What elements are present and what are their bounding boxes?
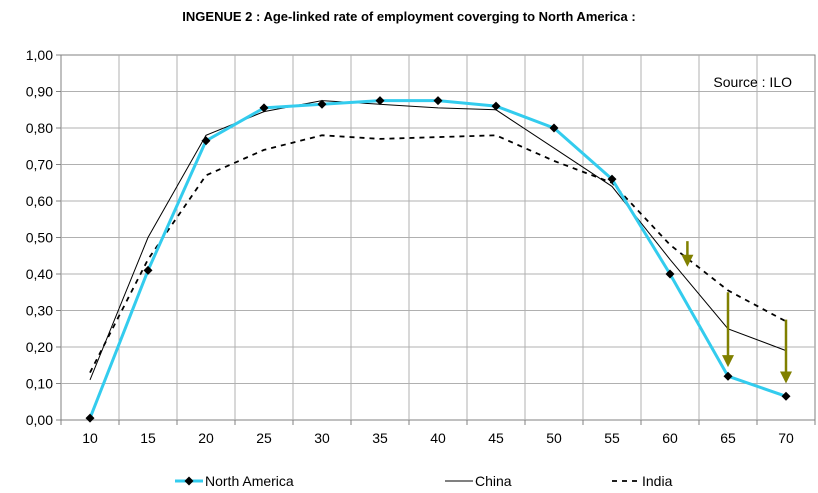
- y-tick-label: 0,30: [26, 303, 53, 319]
- legend: North America China India: [175, 473, 673, 489]
- data-point-north-america: [781, 391, 791, 401]
- y-tick-label: 0,70: [26, 157, 53, 173]
- grid-lines: [56, 54, 816, 425]
- legend-label: North America: [205, 473, 294, 489]
- data-point-north-america: [143, 265, 153, 275]
- source-note: Source : ILO: [713, 74, 792, 90]
- data-point-north-america: [317, 99, 327, 109]
- y-tick-label: 0,80: [26, 120, 53, 136]
- data-point-north-america: [201, 136, 211, 146]
- annotation-arrows: [681, 241, 792, 384]
- x-tick-label: 65: [720, 430, 736, 446]
- y-tick-label: 0,50: [26, 230, 53, 246]
- x-tick-label: 30: [314, 430, 330, 446]
- series-line-china: [89, 100, 787, 381]
- data-point-north-america: [491, 101, 501, 111]
- data-point-north-america: [607, 174, 617, 184]
- series-line-north-america: [88, 99, 787, 419]
- data-point-north-america: [549, 123, 559, 133]
- arrow-head: [722, 355, 734, 368]
- down-arrow: [722, 292, 734, 368]
- down-arrow: [780, 319, 792, 384]
- data-point-north-america: [259, 103, 269, 113]
- y-tick-label: 0,00: [26, 412, 53, 428]
- x-tick-label: 50: [546, 430, 562, 446]
- x-tick-label: 60: [662, 430, 678, 446]
- y-tick-label: 0,10: [26, 376, 53, 392]
- arrow-head: [780, 371, 792, 384]
- data-point-north-america: [433, 96, 443, 106]
- y-tick-label: 0,60: [26, 193, 53, 209]
- legend-item-india: India: [612, 473, 673, 489]
- y-tick-label: 1,00: [26, 47, 53, 63]
- legend-label: India: [642, 473, 673, 489]
- x-tick-label: 20: [198, 430, 214, 446]
- x-tick-label: 15: [140, 430, 156, 446]
- series-line-india: [89, 134, 787, 374]
- y-tick-label: 0,90: [26, 84, 53, 100]
- x-tick-label: 40: [430, 430, 446, 446]
- data-point-north-america: [85, 413, 95, 423]
- x-axis-tick-labels: 10 15 20 25 30 35 40 45 50 55 60 65 70: [82, 430, 794, 446]
- legend-item-north-america: North America: [175, 473, 294, 489]
- chart-title: INGENUE 2 : Age-linked rate of employmen…: [182, 9, 636, 24]
- x-tick-label: 35: [372, 430, 388, 446]
- x-tick-label: 25: [256, 430, 272, 446]
- y-tick-label: 0,20: [26, 339, 53, 355]
- legend-label: China: [475, 473, 512, 489]
- legend-item-china: China: [445, 473, 512, 489]
- y-axis-tick-labels: 0,00 0,10 0,20 0,30 0,40 0,50 0,60 0,70 0,80 0,90…: [26, 47, 53, 428]
- x-tick-label: 45: [488, 430, 504, 446]
- down-arrow: [681, 241, 694, 267]
- legend-marker: [184, 476, 194, 486]
- arrow-head: [681, 254, 694, 267]
- series-layer: [85, 96, 791, 423]
- data-point-north-america: [723, 371, 733, 381]
- y-tick-label: 0,40: [26, 266, 53, 282]
- data-point-north-america: [375, 96, 385, 106]
- x-tick-label: 10: [82, 430, 98, 446]
- x-tick-label: 70: [778, 430, 794, 446]
- x-tick-label: 55: [604, 430, 620, 446]
- data-point-north-america: [665, 269, 675, 279]
